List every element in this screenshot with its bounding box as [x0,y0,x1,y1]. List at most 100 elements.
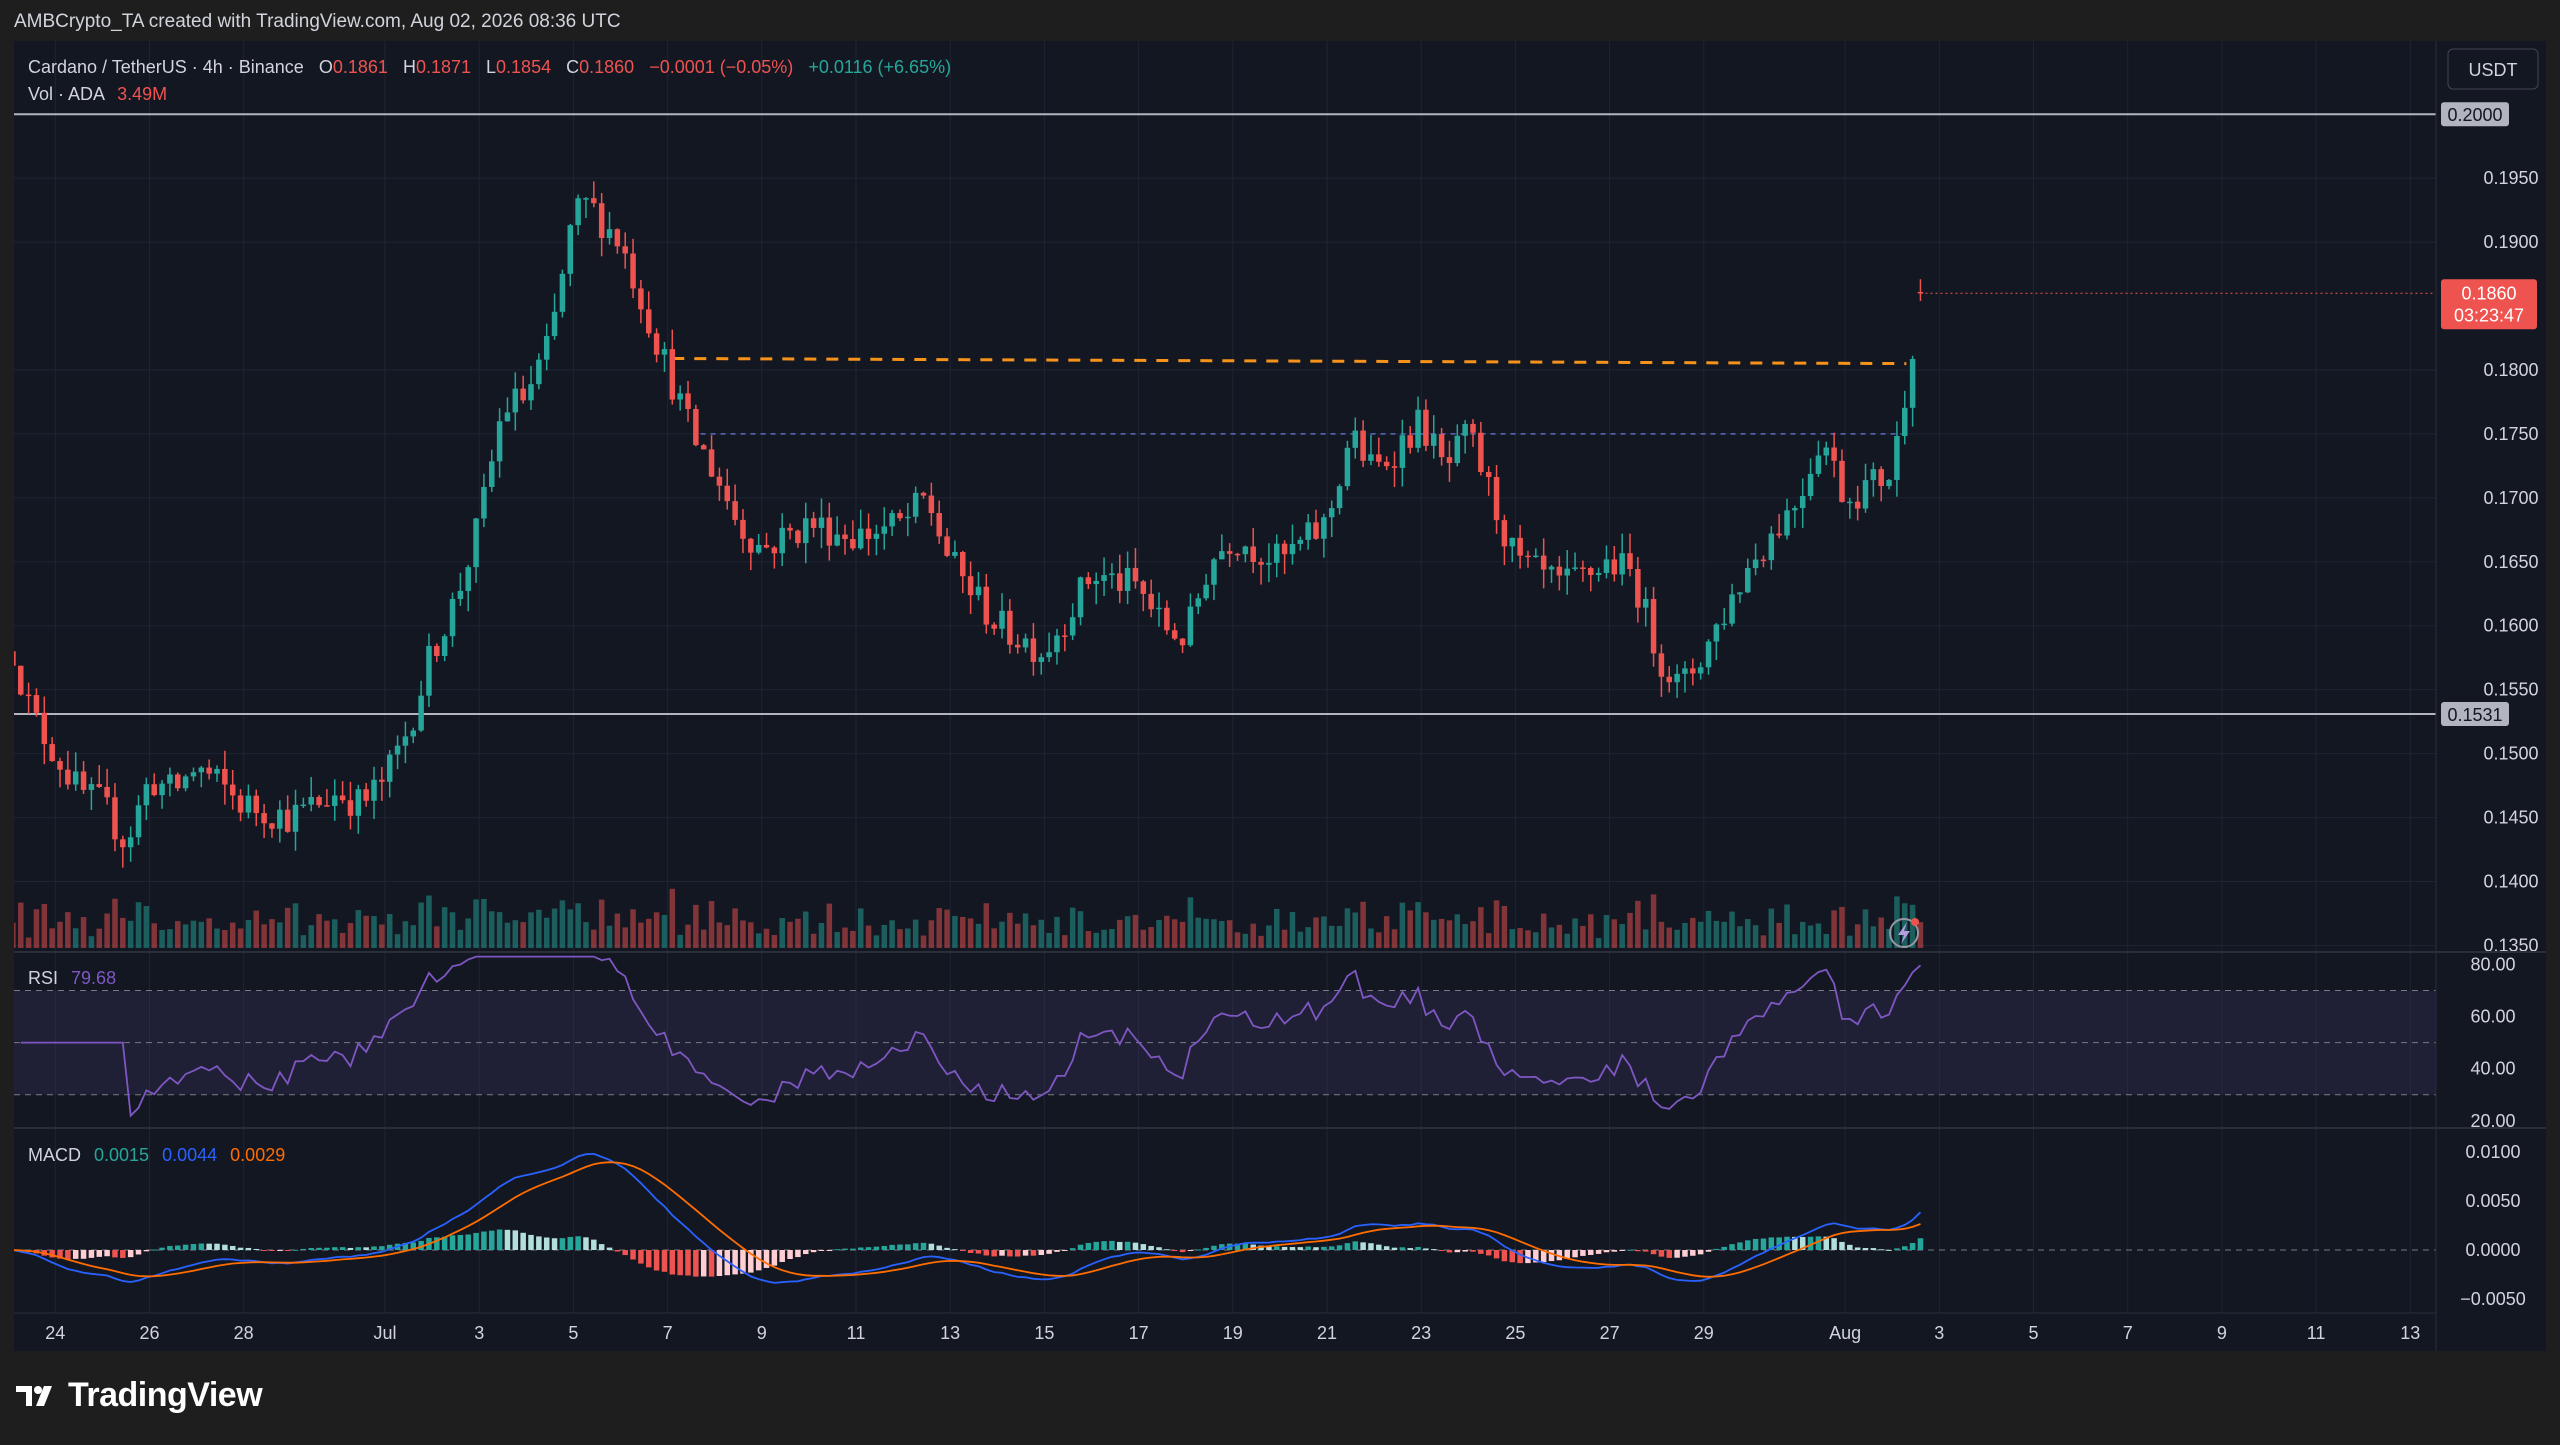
rsi-label: RSI [28,968,58,988]
macd-histogram-bar [1737,1242,1743,1250]
volume-bar [842,927,848,948]
volume-bar [143,905,150,948]
candle-body [49,744,55,762]
macd-histogram-bar [1862,1247,1869,1250]
volume-bar [324,920,330,948]
volume-bar [481,898,487,948]
tradingview-logo[interactable]: TradingView [16,1376,263,1415]
volume-bar [1650,894,1657,948]
lightning-icon[interactable] [1889,918,1919,948]
candle-body [363,789,369,801]
volume-bar [834,932,840,948]
candle-body [1627,553,1633,570]
volume-bar [386,914,393,948]
macd-histogram-bar [850,1248,856,1250]
macd-histogram-bar [1305,1246,1311,1250]
volume-bar [1383,916,1390,948]
price-tick-label: 0.1750 [2483,424,2538,444]
macd-histogram-bar [857,1247,864,1250]
candle-body [229,784,236,796]
macd-histogram-bar [1548,1250,1555,1262]
currency-button[interactable] [2447,48,2539,90]
volume-bar [1580,926,1586,948]
candle-body [1438,434,1445,458]
macd-histogram-bar [1509,1250,1516,1263]
volume-bar [1054,916,1060,948]
candle-body [716,476,723,486]
macd-line-value: 0.0044 [162,1145,217,1165]
candle-body [638,288,644,310]
volume-bar [975,923,982,948]
time-tick-label: 23 [1411,1323,1431,1343]
volume-bar [489,911,495,948]
rsi-pane[interactable] [14,955,2436,1118]
candle-body [1132,567,1139,582]
time-tick-label: 28 [234,1323,254,1343]
time-tick-label: 17 [1129,1323,1149,1343]
candle-body [1077,577,1084,618]
macd-pane[interactable] [14,1152,2436,1284]
candle-body [182,776,189,789]
candle-body [1336,486,1343,509]
volume-bar [1760,935,1767,948]
volume-bar [1697,921,1704,948]
macd-histogram-bar [1839,1241,1845,1250]
current-price-label: 0.1860 [2461,283,2516,303]
volume-bar [339,932,346,948]
candle-body [1007,610,1013,645]
time-tick-label: 9 [757,1323,767,1343]
candle-body [1069,617,1076,636]
time-tick-label: 25 [1505,1323,1525,1343]
macd-histogram-bar [1344,1243,1351,1250]
candle-body [873,533,880,539]
volume-bar [1211,919,1217,948]
volume-bar [1077,911,1084,948]
macd-histogram-bar [1674,1250,1680,1258]
open-value: 0.1861 [333,57,388,77]
macd-histogram-bar [1595,1250,1602,1254]
macd-histogram-bar [1313,1247,1319,1250]
macd-histogram-bar [669,1250,676,1275]
candle-body [559,273,566,312]
volume-bar [277,922,283,948]
time-tick-label: 11 [847,1323,866,1343]
macd-histogram-bar [1697,1250,1704,1255]
candle-body [1635,569,1641,608]
volume-bar [261,924,267,948]
macd-histogram-bar [1328,1246,1335,1250]
macd-histogram-bar [1478,1250,1484,1254]
candle-body [826,517,833,546]
chart-attribution: AMBCrypto_TA created with TradingView.co… [14,11,621,32]
candle-body [983,586,990,625]
candle-body [1321,517,1327,539]
candle-body [481,486,487,519]
high-value: 0.1871 [416,57,471,77]
candlestick-series[interactable] [14,181,1924,868]
volume-bar [504,922,511,948]
volume-bar [567,909,574,948]
candle-body [347,800,354,816]
volume-bar [669,888,676,948]
candle-body [653,333,660,355]
volume-bar [1807,925,1814,948]
volume-bar [1674,929,1680,948]
volume-bar [151,923,157,948]
macd-histogram-bar [473,1232,479,1250]
volume-bar [96,928,103,948]
volume-bar [1352,912,1359,948]
volume-bar [72,928,79,948]
candle-body [355,789,362,816]
volume-bar [1446,920,1453,948]
volume-bar [1485,933,1492,948]
candle-body [1085,577,1092,585]
time-tick-label: 9 [2217,1323,2227,1343]
volume-bar [347,923,354,948]
volume-bar [402,921,409,948]
candle-body [1752,559,1759,569]
candle-body [1470,423,1476,433]
candle-body [324,805,330,807]
macd-histogram-bar [1281,1246,1288,1250]
macd-histogram-bar [842,1248,848,1250]
candle-body [237,795,244,813]
